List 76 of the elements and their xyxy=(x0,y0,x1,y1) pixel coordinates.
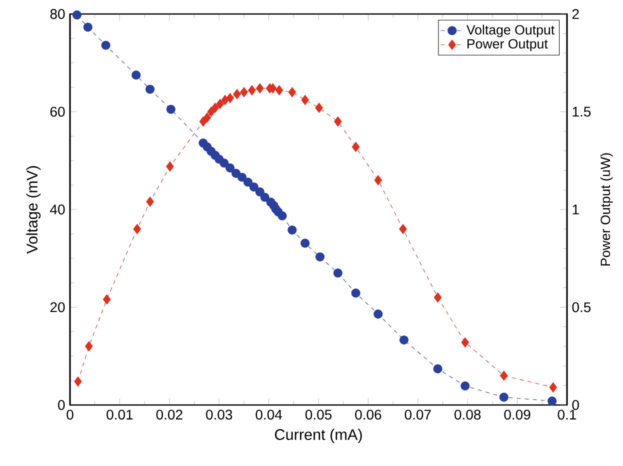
y2-axis-title: Power Output (uW) xyxy=(600,153,613,266)
point xyxy=(301,94,309,106)
point xyxy=(288,225,297,235)
point xyxy=(74,376,82,387)
point xyxy=(460,381,470,390)
y2-tick-label: 1 xyxy=(572,204,579,214)
y2-tick-label: 1.5 xyxy=(572,106,591,117)
y2-tick-label: 0.5 xyxy=(572,302,591,312)
point xyxy=(315,252,325,262)
point xyxy=(240,87,248,98)
point xyxy=(548,396,557,406)
point xyxy=(315,102,323,113)
point xyxy=(226,163,235,172)
point xyxy=(248,85,256,96)
point xyxy=(237,172,247,182)
point xyxy=(288,87,296,98)
point xyxy=(101,40,110,50)
point xyxy=(233,89,241,100)
point xyxy=(83,22,92,32)
x-tick-label: 0.02 xyxy=(156,410,182,420)
x-tick-label: 0.09 xyxy=(504,410,530,420)
point xyxy=(500,370,508,381)
point xyxy=(278,211,287,220)
x-tick-label: 0.04 xyxy=(256,410,282,420)
point xyxy=(146,196,154,207)
y-axis-title: Voltage (mV) xyxy=(26,166,41,254)
point xyxy=(249,182,258,192)
point xyxy=(203,112,212,123)
point xyxy=(166,161,174,172)
y-tick-label: 0 xyxy=(58,400,65,410)
point xyxy=(399,224,407,234)
point xyxy=(226,92,234,104)
y2-tick-label: 0 xyxy=(572,400,579,410)
x-tick-label: 0.05 xyxy=(305,410,332,420)
point xyxy=(300,238,310,248)
point xyxy=(145,84,155,94)
point xyxy=(433,364,442,374)
x-tick-label: 0.03 xyxy=(206,410,232,420)
y-tick-label: 20 xyxy=(50,302,65,312)
x-tick-label: 0.1 xyxy=(558,410,576,420)
point xyxy=(374,310,383,319)
point xyxy=(220,158,229,168)
y-tick-label: 40 xyxy=(50,204,65,214)
x-tick-label: 0.01 xyxy=(106,410,133,420)
point xyxy=(102,294,111,304)
point xyxy=(333,268,342,278)
y2-tick-label: 2 xyxy=(572,9,579,19)
y-tick-label: 80 xyxy=(50,9,65,19)
point xyxy=(256,83,264,94)
x-tick-label: 0.06 xyxy=(355,410,382,420)
point xyxy=(72,10,82,20)
point xyxy=(374,175,382,186)
point xyxy=(133,224,141,234)
point xyxy=(275,85,284,96)
point xyxy=(260,192,270,202)
x-tick-label: 0 xyxy=(66,410,74,420)
y-tick-label: 60 xyxy=(50,106,65,117)
point xyxy=(85,341,93,352)
legend-label: Power Output xyxy=(467,39,548,52)
x-tick-label: 0.08 xyxy=(454,410,481,420)
point xyxy=(434,292,442,303)
point xyxy=(334,116,342,127)
x-tick-label: 0.07 xyxy=(404,410,431,420)
point xyxy=(132,70,141,80)
point xyxy=(211,102,219,113)
point xyxy=(243,178,252,187)
point xyxy=(461,337,469,348)
point xyxy=(399,335,409,345)
x-axis-title: Current (mA) xyxy=(274,428,362,444)
point xyxy=(499,392,508,402)
point xyxy=(351,288,360,298)
legend-label: Voltage Output xyxy=(466,24,555,38)
point xyxy=(549,382,557,392)
point xyxy=(352,142,360,152)
point xyxy=(166,104,176,114)
point xyxy=(216,98,224,109)
